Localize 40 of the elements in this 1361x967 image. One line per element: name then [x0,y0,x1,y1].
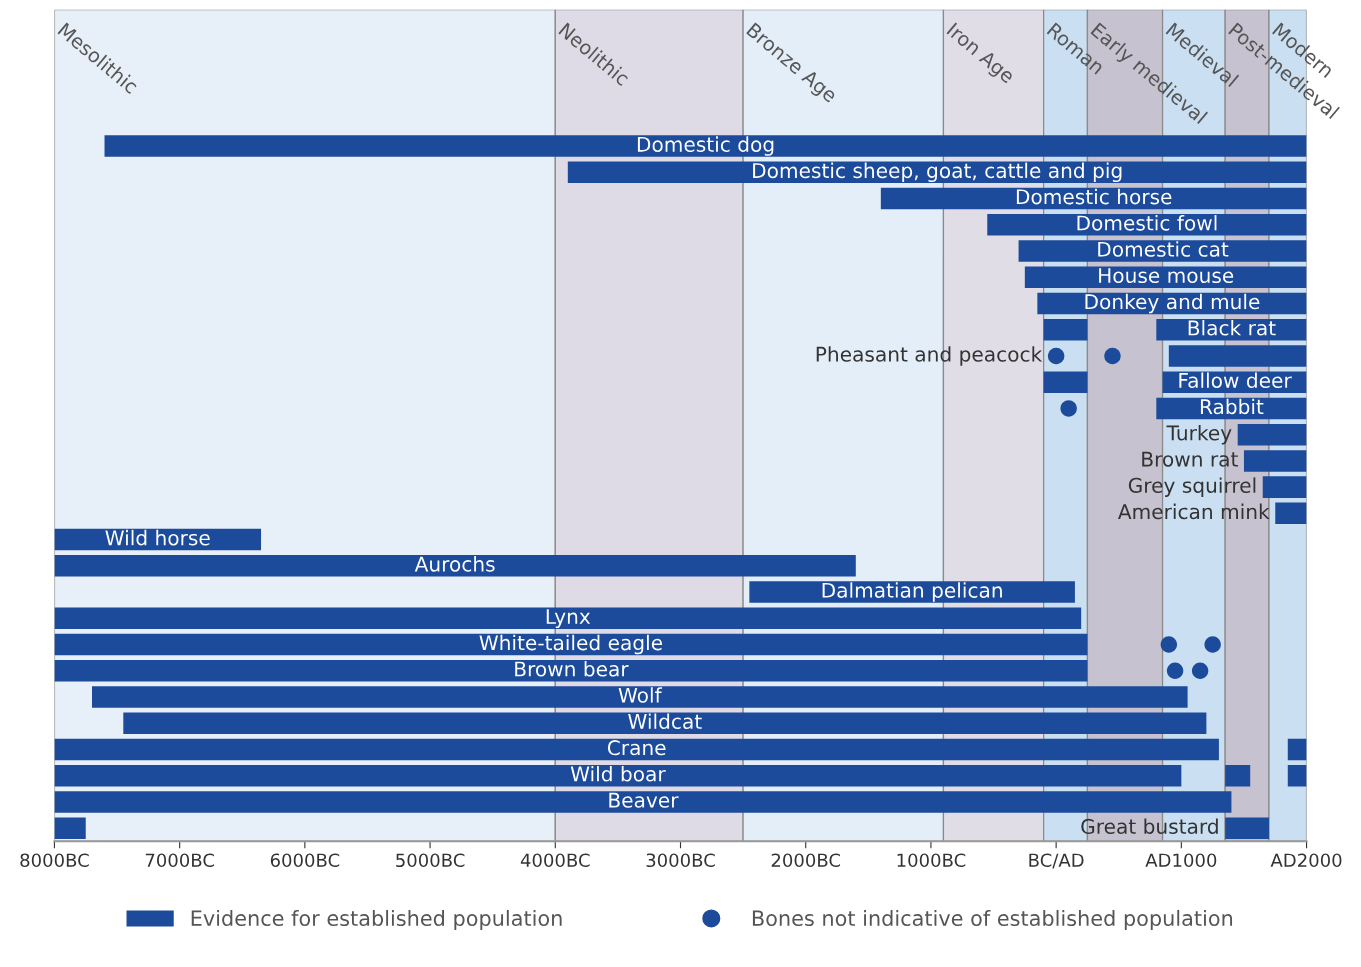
y-tick-label: Turkey [1166,424,1232,445]
y-tick-label: Wolf [618,687,663,703]
y-tick-label: Grey squirrel [1128,477,1256,497]
y-tick-label: Brown bear [515,661,629,677]
x-tick-label: 7000BC [145,853,214,868]
x-tick-label: 3000BC [646,853,715,868]
y-tick-label: Aurochs [414,556,495,572]
y-tick-label: American mink [1117,503,1270,520]
y-tick-label: Beaver [609,792,679,808]
y-tick-label: Dalmatian pelican [822,582,1002,602]
y-tick-label: House mouse [1099,268,1234,284]
x-tick-label: 4000BC [520,853,590,868]
y-tick-label: Black rat [1188,319,1276,336]
legend-label: Evidence for established population [191,909,562,931]
y-tick-label: Lynx [546,609,591,629]
y-tick-label: Crane [607,740,666,756]
y-tick-label: Wild horse [105,529,210,546]
y-tick-label: Domestic cat [1098,241,1229,257]
x-tick-label: 5000BC [396,853,465,868]
y-tick-label: White-tailed eagle [479,634,663,655]
y-tick-label: Wild boar [570,765,666,782]
y-tick-label: Domestic dog [637,136,774,156]
y-tick-label: Brown rat [1142,451,1238,467]
legend-label: Bones not indicative of established population [752,909,1233,931]
x-tick-label: AD2000 [1270,853,1342,868]
x-tick-label: 1000BC [897,853,966,868]
band-label: Iron Age [943,22,1016,87]
y-tick-label: Domestic fowl [1077,215,1217,231]
x-tick-label: 8000BC [20,853,89,868]
y-tick-label: Domestic horse [1016,188,1172,205]
y-tick-label: Rabbit [1200,398,1264,415]
y-tick-label: Donkey and mule [1085,293,1260,314]
x-tick-label: AD1000 [1145,853,1217,868]
y-tick-label: Wildcat [628,713,702,730]
y-tick-label: Domestic sheep, goat, cattle and pig [753,162,1122,183]
x-tick-label: 6000BC [270,853,340,868]
x-tick-label: BC/AD [1029,853,1084,869]
y-tick-label: Fallow deer [1179,372,1292,389]
x-tick-label: 2000BC [771,853,841,868]
y-tick-label: Great bustard [1081,818,1218,835]
